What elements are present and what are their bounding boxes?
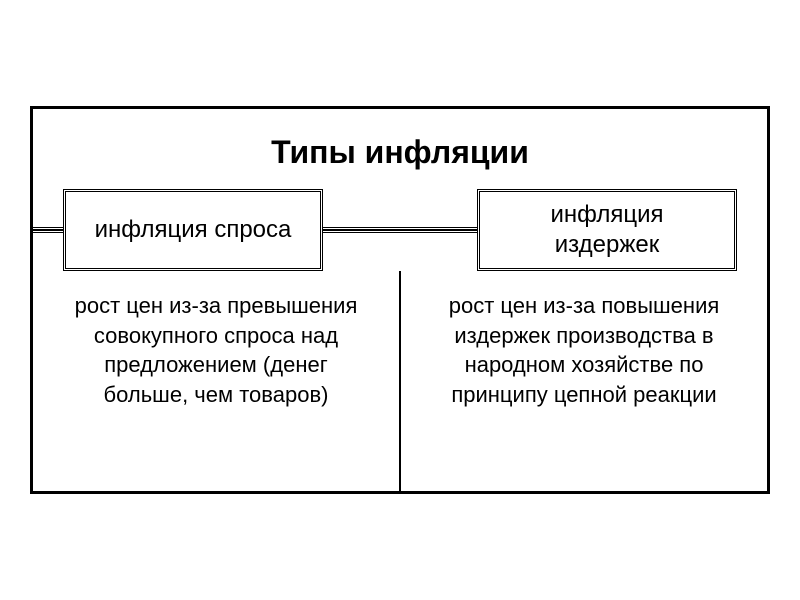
type-boxes-row: инфляция спроса инфляция издержек (33, 189, 767, 271)
descriptions-row: рост цен из-за превышения совокупного сп… (33, 271, 767, 491)
type-box-demand: инфляция спроса (63, 189, 323, 271)
type-box-cost: инфляция издержек (477, 189, 737, 271)
description-demand: рост цен из-за превышения совокупного сп… (33, 271, 401, 491)
connector-line-left (33, 227, 63, 233)
connector-line-middle (323, 227, 477, 233)
inflation-types-diagram: Типы инфляции инфляция спроса инфляция и… (30, 106, 770, 494)
type-label-cost: инфляция издержек (500, 200, 714, 260)
diagram-title: Типы инфляции (33, 134, 767, 171)
description-text-cost: рост цен из-за повышения издержек произв… (431, 291, 737, 410)
description-cost: рост цен из-за повышения издержек произв… (401, 271, 767, 491)
description-text-demand: рост цен из-за превышения совокупного сп… (63, 291, 369, 410)
title-section: Типы инфляции (33, 109, 767, 189)
type-label-demand: инфляция спроса (95, 215, 292, 245)
